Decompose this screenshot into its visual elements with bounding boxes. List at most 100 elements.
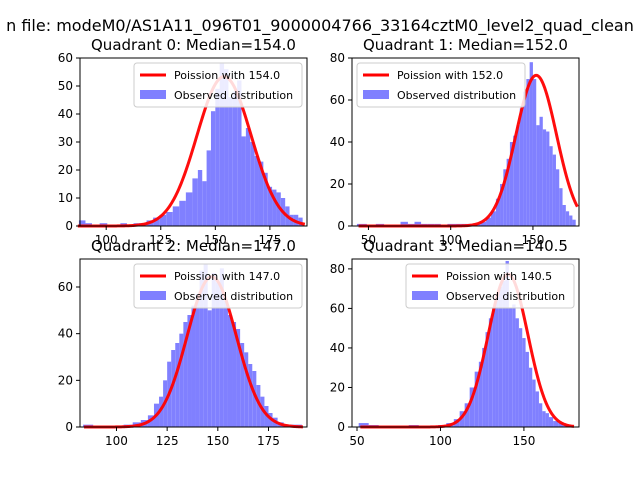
histogram-bar [237,80,242,227]
histogram-bar [502,280,506,427]
histogram-bar [558,423,564,427]
histogram-bar [179,333,184,427]
histogram-bar [228,97,233,226]
histogram-bar [565,211,570,226]
histogram-bar [485,332,489,427]
subplot-title: Quadrant 3: Median=140.5 [363,237,568,255]
legend: Poission with 147.0 Observed distribution [133,263,303,309]
legend-box [133,62,303,108]
histogram-bar [267,186,273,226]
histogram-bar [203,263,208,427]
x-tick-label: 100 [105,434,128,448]
histogram-bar [227,315,233,427]
histogram-bar [159,396,164,427]
histogram-bar [159,214,167,226]
histogram-bar [562,205,566,226]
histogram-bar [244,352,249,427]
histogram-bar [223,301,228,427]
histogram-bar [469,387,475,427]
histogram-bar [464,403,470,427]
histogram-bar [187,315,192,427]
histogram-bar [545,413,549,427]
axes-frame [79,258,308,428]
histogram-bar [248,364,253,427]
histogram-bar [552,154,556,226]
y-tick-label: 60 [330,93,345,107]
legend: Poission with 140.5 Observed distribution [405,263,575,309]
histogram-bar [539,116,543,226]
y-tick-label: 0 [337,420,345,434]
x-tick-label: 175 [257,434,280,448]
histogram-bar [400,221,408,226]
subplot-2: 100 125 150 175 0 20 40 60 Quadrant 2: Median=14… [58,237,308,448]
histogram-bar [518,328,523,427]
histogram-bar [505,260,509,427]
histogram-bar [185,192,193,226]
figure-suptitle: n file: modeM0/AS1A11_096T01_9000004766_… [6,16,634,36]
histogram-bar [236,329,241,427]
histogram-bar [538,403,543,427]
axes-frame [351,258,580,428]
histogram-bar [488,318,493,427]
histogram-bar [526,79,530,226]
y-tick-label: 40 [58,327,73,341]
y-tick-label: 0 [65,219,73,233]
legend-label-observed: Observed distribution [397,89,516,102]
histogram-bar [206,150,211,226]
y-tick-label: 60 [58,51,73,65]
histogram-bar [183,322,188,427]
y-tick-label: 30 [58,135,73,149]
y-tick-label: 80 [330,51,345,65]
histogram-bars [358,260,574,427]
histogram-bar [192,178,198,226]
x-tick-label: 50 [361,233,376,247]
x-tick-label: 100 [439,233,462,247]
x-tick-label: 150 [204,233,227,247]
histogram-bar [532,79,537,226]
histogram-bar [495,198,501,226]
histogram-bar [245,128,251,226]
y-tick-label: 50 [58,79,73,93]
x-tick-label: 125 [149,233,172,247]
x-tick-label: 150 [512,434,535,448]
histogram-bar [536,125,540,226]
histogram-bar [490,211,496,226]
histogram-bar [513,135,517,226]
x-tick-label: 100 [429,434,452,448]
y-tick-label: 20 [58,163,73,177]
legend-label-observed: Observed distribution [446,290,565,303]
histogram-bar [508,308,513,427]
legend-label-poisson: Poission with 140.5 [446,270,552,283]
histogram-bar [207,310,212,427]
histogram-bar [525,351,529,427]
legend-label-observed: Observed distribution [174,290,293,303]
y-tick-label: 40 [330,341,345,355]
histogram-bar [482,347,486,427]
legend-label-poisson: Poission with 154.0 [174,69,280,82]
subplot-title: Quadrant 0: Median=154.0 [91,36,296,54]
histogram-bar [495,296,499,427]
histogram-bar [199,270,204,427]
legend-label-poisson: Poission with 147.0 [174,270,280,283]
x-tick-label: 125 [156,434,179,448]
subplot-title: Quadrant 2: Median=147.0 [91,237,296,255]
histogram-bar [191,305,196,427]
histogram-bar [548,417,554,427]
histogram-bar [529,62,533,227]
subplot-1: 50 100 150 0 20 40 60 80 Quadrant 1: Median=152.… [330,36,580,247]
subplot-3: 50 100 150 0 20 40 60 80 Quadrant 3: Median=140.… [330,237,580,448]
histogram-bar [532,379,536,427]
legend-box [133,263,303,309]
histogram-bar [240,343,245,427]
legend-bar-swatch [140,90,166,99]
legend-box [405,263,575,309]
histogram-bar [519,108,524,226]
histogram-bar [256,385,261,427]
histogram-bar [202,181,207,226]
histogram-bar [486,217,491,226]
x-tick-label: 150 [521,233,544,247]
histogram-bar [219,268,224,427]
y-tick-label: 20 [58,373,73,387]
legend-bar-swatch [412,291,438,300]
